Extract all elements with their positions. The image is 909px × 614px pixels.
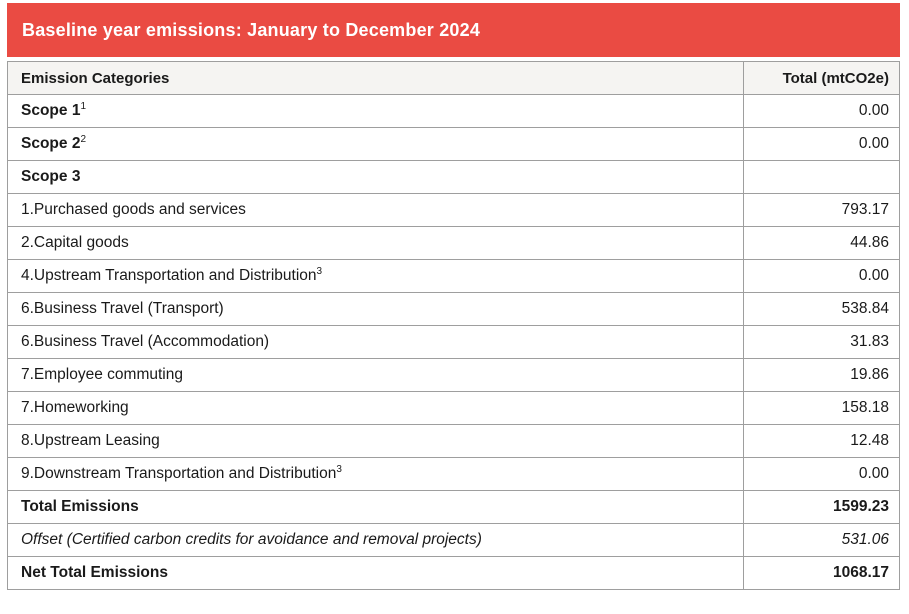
header-total-cell: Total (mtCO2e) — [743, 61, 900, 95]
category-cell: Scope 11 — [7, 94, 744, 128]
category-label: Offset (Certified carbon credits for avo… — [21, 531, 482, 548]
footnote-marker: 3 — [316, 265, 323, 277]
table-row: 6.Business Travel (Accommodation) 31.83 — [7, 325, 900, 359]
category-label: 8.Upstream Leasing — [21, 432, 160, 449]
category-cell: 6.Business Travel (Accommodation) — [7, 325, 744, 359]
emissions-table: Emission Categories Total (mtCO2e) Scope… — [7, 61, 900, 590]
table-row: 1.Purchased goods and services 793.17 — [7, 193, 900, 227]
category-label: 2.Capital goods — [21, 234, 129, 251]
table-row: Net Total Emissions 1068.17 — [7, 556, 900, 590]
footnote-marker: 1 — [80, 100, 87, 112]
category-label: 9.Downstream Transportation and Distribu… — [21, 465, 337, 482]
table-row: Scope 3 — [7, 160, 900, 194]
table-row: 7.Employee commuting 19.86 — [7, 358, 900, 392]
category-label: Scope 2 — [21, 135, 81, 152]
table-row: Scope 22 0.00 — [7, 127, 900, 161]
table-row: 7.Homeworking 158.18 — [7, 391, 900, 425]
category-label: 4.Upstream Transportation and Distributi… — [21, 267, 317, 284]
total-cell: 0.00 — [743, 457, 900, 491]
header-row: Emission Categories Total (mtCO2e) — [7, 61, 900, 95]
total-cell: 12.48 — [743, 424, 900, 458]
table-row: 9.Downstream Transportation and Distribu… — [7, 457, 900, 491]
total-cell: 1068.17 — [743, 556, 900, 590]
table-row: Offset (Certified carbon credits for avo… — [7, 523, 900, 557]
table-row: Total Emissions 1599.23 — [7, 490, 900, 524]
table-row: 4.Upstream Transportation and Distributi… — [7, 259, 900, 293]
footnote-marker: 3 — [336, 463, 342, 475]
total-cell: 0.00 — [743, 259, 900, 293]
category-cell: 9.Downstream Transportation and Distribu… — [7, 457, 744, 491]
table-row: 6.Business Travel (Transport) 538.84 — [7, 292, 900, 326]
category-cell: Net Total Emissions — [7, 556, 744, 590]
table-row: Scope 11 0.00 — [7, 94, 900, 128]
category-cell: 4.Upstream Transportation and Distributi… — [7, 259, 744, 293]
total-cell: 31.83 — [743, 325, 900, 359]
category-cell: 1.Purchased goods and services — [7, 193, 744, 227]
category-cell: Scope 22 — [7, 127, 744, 161]
total-cell: 19.86 — [743, 358, 900, 392]
category-label: Total Emissions — [21, 498, 139, 515]
category-label: 7.Employee commuting — [21, 366, 183, 383]
total-cell: 158.18 — [743, 391, 900, 425]
total-cell: 0.00 — [743, 127, 900, 161]
header-category-cell: Emission Categories — [7, 61, 744, 95]
total-cell: 538.84 — [743, 292, 900, 326]
banner: Baseline year emissions: January to Dece… — [7, 3, 900, 57]
category-label: Scope 1 — [21, 102, 81, 119]
category-cell: Scope 3 — [7, 160, 744, 194]
category-label: 6.Business Travel (Transport) — [21, 300, 224, 317]
category-cell: Total Emissions — [7, 490, 744, 524]
report-page: Baseline year emissions: January to Dece… — [7, 3, 900, 590]
footnote-marker: 2 — [80, 133, 87, 145]
total-cell: 44.86 — [743, 226, 900, 260]
total-cell: 793.17 — [743, 193, 900, 227]
category-cell: 2.Capital goods — [7, 226, 744, 260]
table-row: 8.Upstream Leasing 12.48 — [7, 424, 900, 458]
category-cell: 7.Employee commuting — [7, 358, 744, 392]
total-cell: 531.06 — [743, 523, 900, 557]
total-cell: 1599.23 — [743, 490, 900, 524]
total-cell: 0.00 — [743, 94, 900, 128]
category-label: 7.Homeworking — [21, 399, 129, 416]
category-cell: Offset (Certified carbon credits for avo… — [7, 523, 744, 557]
emissions-table-body: Scope 11 0.00 Scope 22 0.00 Scope 3 1.Purchas… — [7, 94, 900, 590]
total-cell — [743, 160, 900, 194]
category-cell: 6.Business Travel (Transport) — [7, 292, 744, 326]
table-row: 2.Capital goods 44.86 — [7, 226, 900, 260]
emissions-table-head: Emission Categories Total (mtCO2e) — [7, 61, 900, 95]
category-cell: 7.Homeworking — [7, 391, 744, 425]
category-label: 6.Business Travel (Accommodation) — [21, 333, 270, 350]
category-label: Net Total Emissions — [21, 564, 168, 581]
category-label: Scope 3 — [21, 168, 81, 185]
category-cell: 8.Upstream Leasing — [7, 424, 744, 458]
banner-title: Baseline year emissions: January to Dece… — [22, 19, 481, 40]
category-label: 1.Purchased goods and services — [21, 201, 246, 218]
